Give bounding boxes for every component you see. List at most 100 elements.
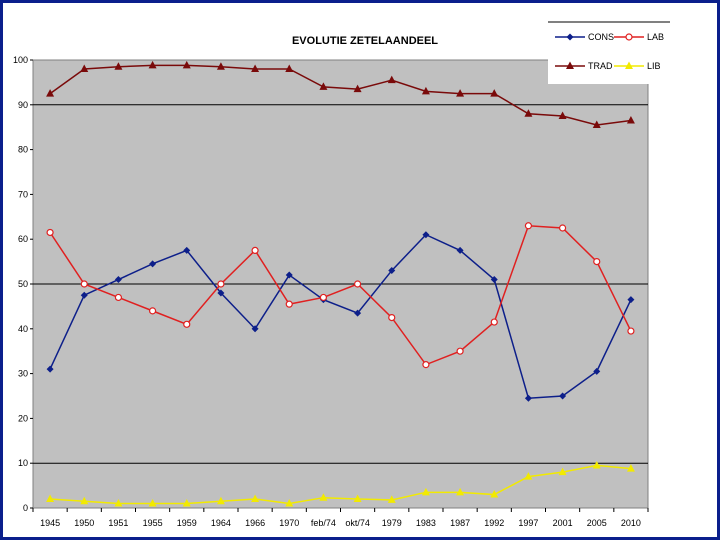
x-tick-label: 2005 [587, 518, 607, 528]
data-point-lib [46, 494, 55, 503]
x-tick-label: 1966 [245, 518, 265, 528]
data-point-cons [456, 246, 464, 254]
y-tick-label: 30 [18, 369, 28, 379]
data-point-cons [285, 271, 293, 279]
data-point-lib [353, 494, 362, 503]
x-tick-label: 1970 [279, 518, 299, 528]
y-axis-ticks: 0 10 20 30 40 50 60 70 80 90 100 [13, 55, 33, 513]
data-point-lib [216, 496, 225, 505]
data-point-lab [627, 327, 635, 335]
data-point-lab [251, 246, 259, 254]
data-point-lab [456, 347, 464, 355]
data-point-lib [285, 499, 294, 507]
y-tick-label: 90 [18, 100, 28, 110]
data-point-lib [251, 494, 260, 503]
data-point-cons [46, 365, 54, 373]
data-point-cons [354, 309, 362, 317]
x-tick-label: 1979 [382, 518, 402, 528]
legend-label-cons: CONS [588, 32, 614, 42]
legend-marker-cons [566, 33, 574, 41]
y-tick-label: 0 [23, 503, 28, 513]
y-tick-label: 100 [13, 55, 28, 65]
data-point-lib [421, 487, 430, 496]
data-point-cons [183, 246, 191, 254]
data-point-lib [80, 496, 89, 505]
data-point-cons [627, 296, 635, 304]
data-point-cons [217, 289, 225, 297]
x-axis-ticks: 1945 1950 1951 1955 1959 1964 1966 1970 feb/74 ok… [32, 508, 649, 528]
y-tick-label: 50 [18, 279, 28, 289]
x-tick-label: 1950 [74, 518, 94, 528]
data-point-lib [114, 499, 123, 507]
gridlines [33, 104, 648, 464]
chart-title: EVOLUTIE ZETELAANDEEL [292, 35, 438, 47]
data-point-cons [388, 267, 396, 275]
data-point-cons [422, 231, 430, 239]
data-point-trad [592, 120, 601, 128]
data-point-lab [285, 300, 293, 308]
data-point-lab [353, 280, 362, 288]
series-line-lib [50, 464, 631, 505]
series-line-lab [49, 224, 632, 366]
data-point-trad [558, 111, 567, 119]
data-point-trad [387, 75, 396, 84]
legend: CONS LAB TRAD LIB [548, 21, 670, 84]
data-point-lab [524, 222, 533, 230]
data-point-trad [46, 89, 55, 97]
data-point-lab [422, 361, 430, 369]
data-point-trad [524, 109, 533, 117]
data-point-lab [46, 228, 54, 237]
data-point-lab [388, 314, 396, 322]
y-tick-label: 10 [18, 458, 28, 468]
x-tick-label: okt/74 [345, 518, 370, 528]
y-tick-label: 40 [18, 324, 28, 334]
x-tick-label: 1983 [416, 518, 436, 528]
x-tick-label: 1945 [40, 518, 60, 528]
data-point-lib [387, 495, 396, 503]
x-tick-label: 1955 [143, 518, 163, 528]
legend-box [548, 22, 670, 84]
data-point-lab [558, 224, 567, 232]
data-point-trad [251, 64, 260, 72]
data-point-trad [421, 86, 430, 95]
series-lab [46, 222, 635, 369]
data-point-trad [285, 64, 294, 72]
data-point-lib [182, 499, 191, 507]
series-trad [46, 60, 635, 128]
data-point-cons [114, 276, 122, 284]
data-point-lib [558, 467, 567, 476]
legend-label-trad: TRAD [588, 61, 613, 71]
legend-label-lib: LIB [647, 61, 661, 71]
data-point-lib [148, 499, 157, 507]
series-lib [46, 460, 635, 507]
series-line-trad [49, 64, 632, 126]
y-tick-label: 70 [18, 189, 28, 199]
data-point-lab [490, 318, 498, 326]
data-point-trad [80, 64, 89, 72]
data-point-lab [319, 293, 328, 302]
series-line-cons [49, 233, 632, 400]
data-point-lib [490, 490, 499, 498]
data-point-lib [319, 493, 328, 501]
series-group [46, 60, 635, 507]
data-point-trad [490, 89, 499, 97]
legend-marker-lab [625, 33, 633, 41]
data-point-trad [456, 89, 465, 97]
data-point-trad [216, 62, 225, 70]
data-point-trad [353, 84, 362, 93]
series-cons [46, 231, 635, 402]
data-point-lib [524, 472, 533, 480]
data-point-lib [592, 460, 601, 469]
data-point-cons [593, 367, 601, 375]
x-tick-label: feb/74 [311, 518, 336, 528]
data-point-cons [149, 260, 157, 268]
y-tick-label: 60 [18, 234, 28, 244]
data-point-trad [148, 60, 157, 69]
data-point-lab [114, 293, 123, 302]
x-tick-label: 1964 [211, 518, 231, 528]
x-tick-label: 2001 [553, 518, 573, 528]
x-tick-label: 2010 [621, 518, 641, 528]
data-point-lib [626, 464, 635, 472]
data-point-trad [114, 62, 123, 70]
